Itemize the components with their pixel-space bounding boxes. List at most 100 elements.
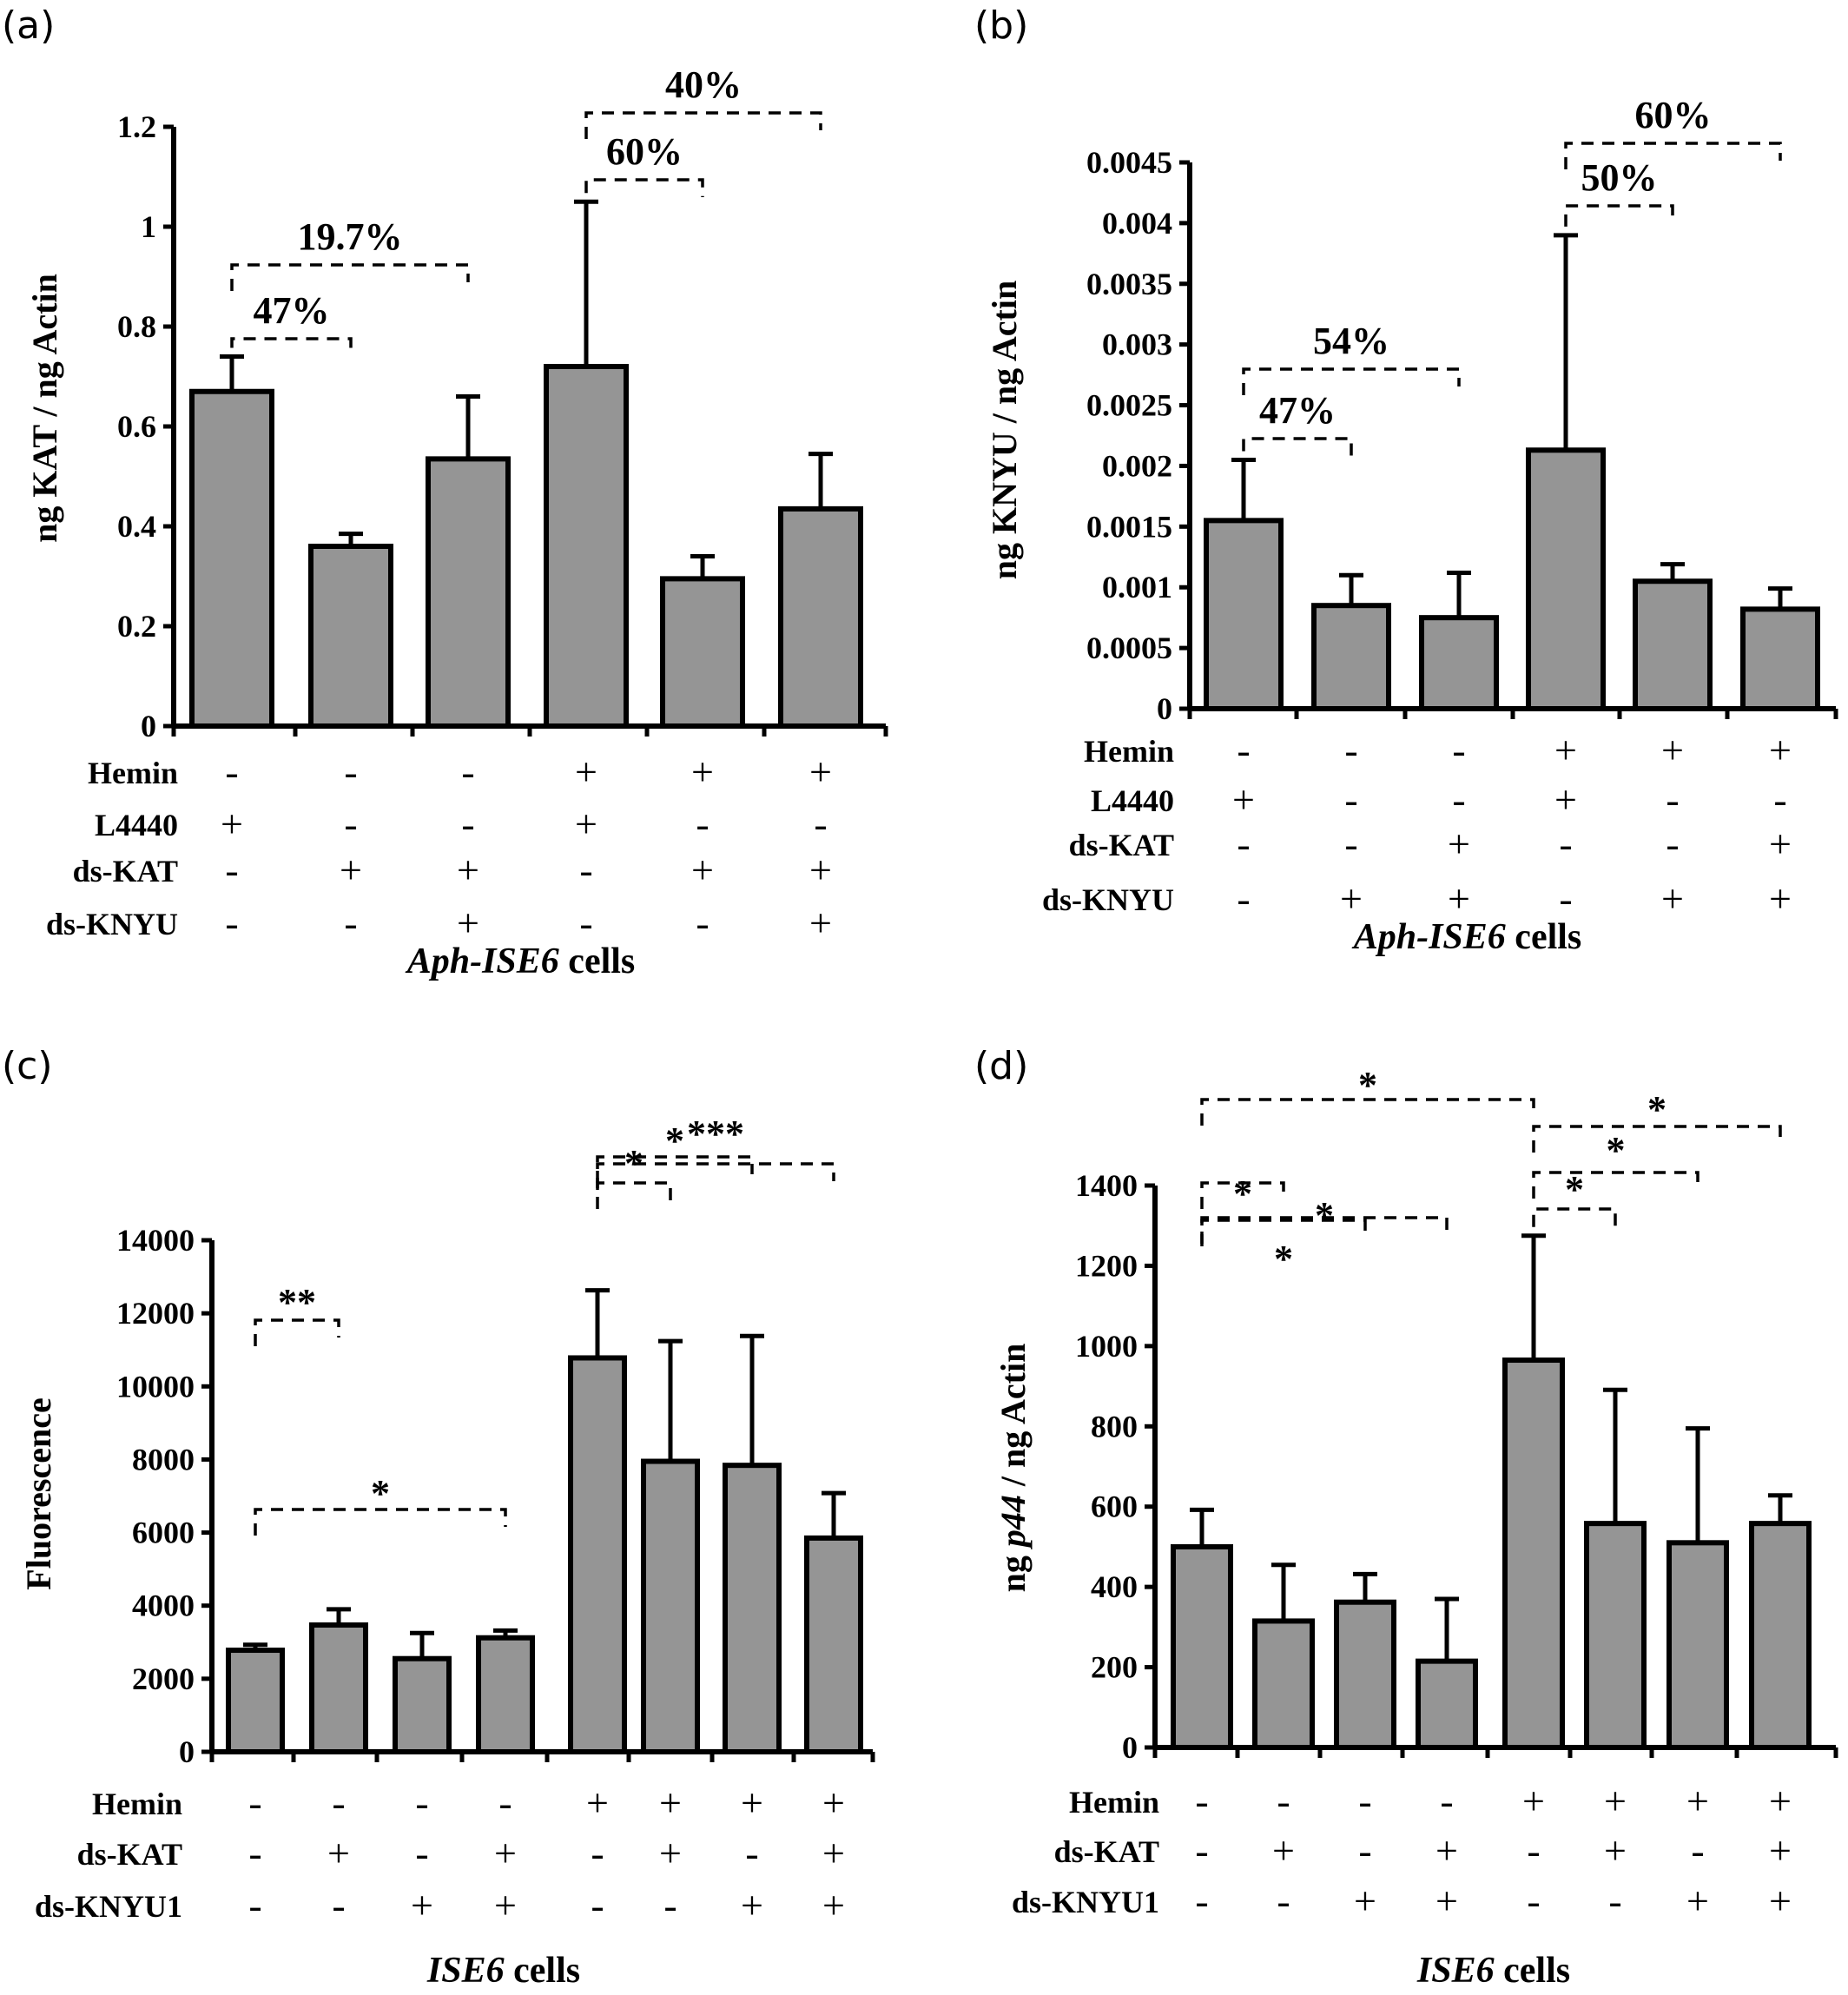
treatment-sign: + <box>659 1831 682 1875</box>
significance-bracket <box>230 337 353 356</box>
panel-c: (c) 0 2000 4000 6000 8000 10000 12000 14000 Fluor… <box>2 1044 875 1991</box>
significance-bracket <box>1532 1207 1617 1227</box>
significance-bracket <box>254 1508 507 1536</box>
bar <box>641 1458 700 1754</box>
treatment-sign: + <box>809 750 832 794</box>
treatment-sign: - <box>1195 1879 1208 1923</box>
treatment-sign: + <box>1769 1779 1792 1823</box>
treatment-sign: - <box>745 1831 758 1875</box>
y-tick-label: 0.0015 <box>1086 509 1172 544</box>
treatment-sign: + <box>1340 876 1363 921</box>
treatment-sign: - <box>579 848 592 892</box>
y-tick-label: 0.0035 <box>1086 267 1172 301</box>
treatment-sign: + <box>809 901 832 945</box>
bar <box>1633 578 1713 711</box>
y-tick-label: 0.003 <box>1102 327 1172 362</box>
treatment-sign: + <box>1769 822 1792 866</box>
significance-bracket <box>596 1162 835 1190</box>
treatment-sign: - <box>1527 1828 1540 1873</box>
treatment-sign: - <box>1559 822 1572 866</box>
treatment-sign: - <box>1358 1828 1371 1873</box>
treatment-sign: - <box>1195 1828 1208 1873</box>
treatment-sign: + <box>1436 1828 1458 1873</box>
bar <box>308 544 393 729</box>
treatment-row-label: ds-KNYU1 <box>1012 1885 1159 1919</box>
significance-bracket <box>596 1155 754 1183</box>
treatment-sign: - <box>1452 777 1465 822</box>
treatment-row-label: ds-KNYU <box>46 907 178 941</box>
significance-bracket <box>1242 437 1353 456</box>
treatment-row-label: ds-KNYU1 <box>35 1889 182 1924</box>
y-tick-label: 12000 <box>116 1296 195 1331</box>
annotation-label: 54% <box>1313 320 1389 362</box>
annotation-label: 47% <box>254 289 330 332</box>
y-tick-label: 14000 <box>116 1223 195 1258</box>
panel-label: (a) <box>2 3 55 48</box>
y-tick-label: 0.0005 <box>1086 631 1172 665</box>
y-tick-label: 8000 <box>132 1442 195 1476</box>
treatment-sign: + <box>1448 822 1470 866</box>
y-tick-label: 0 <box>1157 691 1172 726</box>
y-tick-label: 0.001 <box>1102 570 1172 604</box>
treatment-sign: - <box>1773 777 1786 822</box>
significance-bracket <box>1532 1125 1782 1153</box>
panel-b: (b) 0 0.0005 0.001 0.0015 0.002 0.0025 0.003 0.0… <box>974 3 1838 957</box>
y-tick-label: 200 <box>1091 1650 1138 1685</box>
treatment-sign: - <box>1559 876 1572 921</box>
bar <box>476 1635 535 1755</box>
treatment-sign: - <box>1666 822 1679 866</box>
treatment-sign: + <box>1769 1828 1792 1873</box>
y-tick-label: 0.0045 <box>1086 145 1172 180</box>
bar <box>1749 1521 1812 1750</box>
annotation-label: *** <box>687 1113 744 1155</box>
treatment-row-label: ds-KAT <box>1069 828 1174 862</box>
annotation-label: 19.7% <box>298 215 403 258</box>
y-tick-label: 4000 <box>132 1589 195 1623</box>
bar <box>309 1622 368 1754</box>
treatment-sign: - <box>248 1780 261 1825</box>
treatment-sign: - <box>1195 1779 1208 1823</box>
bar <box>1204 518 1284 711</box>
bar <box>1419 615 1499 712</box>
panel-a: (a) 0 0.2 0.4 0.6 0.8 1 1.2 ng KAT / ng Actin 47%… <box>2 3 888 981</box>
treatment-sign: + <box>411 1883 433 1927</box>
y-tick-label: 0.4 <box>117 509 156 544</box>
annotation-label: * <box>1315 1194 1334 1237</box>
x-axis-title: ISE6 cells <box>426 1951 580 1991</box>
bar <box>804 1535 863 1755</box>
bar <box>1311 603 1391 712</box>
treatment-sign: + <box>691 750 714 794</box>
treatment-sign: + <box>1354 1879 1376 1923</box>
y-tick-label: 0.8 <box>117 309 156 344</box>
y-tick-label: 0 <box>141 709 156 743</box>
significance-bracket <box>1564 204 1674 227</box>
treatment-sign: + <box>1686 1879 1709 1923</box>
y-tick-label: 1 <box>141 209 156 244</box>
treatment-sign: + <box>1661 728 1684 772</box>
treatment-sign: + <box>1604 1828 1627 1873</box>
annotation-label: * <box>1647 1088 1666 1131</box>
treatment-sign: + <box>1604 1779 1627 1823</box>
y-tick-label: 0.004 <box>1102 206 1172 241</box>
y-axis-label: ng KAT / ng Actin <box>25 274 64 543</box>
y-tick-label: 0.002 <box>1102 448 1172 483</box>
treatment-sign: - <box>663 1883 676 1927</box>
treatment-sign: - <box>1277 1879 1290 1923</box>
significance-bracket <box>254 1318 340 1346</box>
treatment-row-label: Hemin <box>1084 734 1174 769</box>
significance-bracket <box>1242 367 1461 395</box>
bar <box>1416 1658 1478 1750</box>
annotation-label: 60% <box>606 130 683 173</box>
y-tick-label: 800 <box>1091 1409 1138 1443</box>
treatment-sign: - <box>1666 777 1679 822</box>
treatment-row-label: ds-KAT <box>1054 1834 1159 1869</box>
treatment-sign: + <box>822 1780 845 1825</box>
y-tick-label: 0 <box>1122 1730 1138 1765</box>
x-axis-title: Aph-ISE6 cells <box>405 941 636 981</box>
significance-bracket <box>1564 142 1782 169</box>
treatment-sign: - <box>225 901 238 945</box>
annotation-label: ** <box>278 1281 316 1324</box>
annotation-label: * <box>1233 1173 1252 1215</box>
treatment-sign: - <box>579 901 592 945</box>
